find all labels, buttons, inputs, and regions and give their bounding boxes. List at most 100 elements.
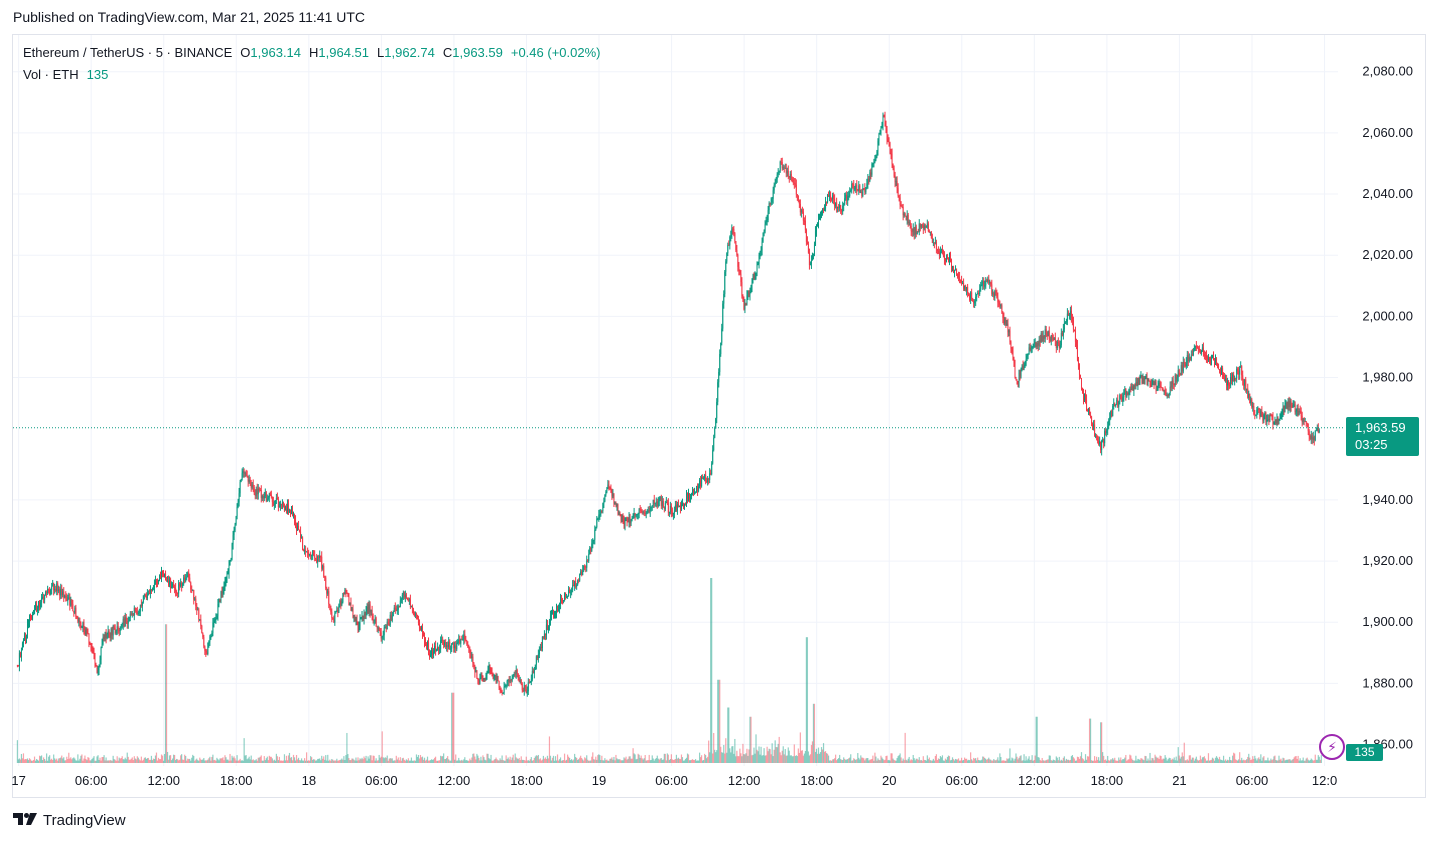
candle-body <box>1195 345 1197 347</box>
candle-body <box>739 270 741 274</box>
volume-bar <box>183 759 185 763</box>
candle-body <box>675 505 677 511</box>
volume-bar <box>765 755 767 763</box>
volume-bar <box>1252 756 1254 763</box>
candle-body <box>1298 411 1300 415</box>
candle-body <box>1260 411 1262 417</box>
volume-bar <box>625 756 627 763</box>
candle-body <box>1297 408 1299 415</box>
volume-bar <box>627 758 629 763</box>
volume-bar <box>1083 760 1086 763</box>
candle-body <box>94 654 96 666</box>
volume-bar <box>101 757 103 763</box>
close-value: 1,963.59 <box>452 45 503 60</box>
volume-bar <box>816 753 819 763</box>
volume-bar <box>71 759 73 763</box>
candle-body <box>43 596 45 600</box>
volume-bar <box>1273 756 1275 763</box>
volume-bar <box>448 759 450 763</box>
volume-bar <box>669 758 671 763</box>
candle-body <box>1281 413 1283 415</box>
volume-bar <box>1121 760 1123 763</box>
volume-bar <box>907 758 909 763</box>
volume-bar <box>1011 757 1013 763</box>
volume-bar <box>417 754 420 763</box>
volume-bar <box>885 756 887 763</box>
volume-bar <box>757 751 759 763</box>
volume-bar <box>377 760 379 763</box>
volume-bar <box>1239 752 1241 763</box>
candle-body <box>751 281 753 290</box>
candle-body <box>1318 430 1320 432</box>
candle-body <box>953 266 955 273</box>
volume-bar <box>392 760 394 763</box>
candle-body <box>762 232 764 242</box>
candle-body <box>1273 423 1275 425</box>
volume-bar <box>165 624 168 763</box>
volume-tag: 135 <box>1346 744 1383 761</box>
volume-bar <box>537 754 539 763</box>
volume-bar <box>1158 759 1160 763</box>
volume-bar <box>861 757 863 763</box>
candle-body <box>589 547 591 555</box>
volume-label[interactable]: Vol · ETH <box>23 67 79 82</box>
candle-body <box>1005 319 1007 326</box>
candle-body <box>71 600 73 604</box>
volume-bar <box>1052 759 1054 763</box>
volume-bar <box>1075 760 1078 763</box>
candle-body <box>997 297 999 303</box>
candle-body <box>731 228 733 236</box>
volume-bar <box>614 760 616 763</box>
volume-bar <box>788 750 790 763</box>
candle-body <box>1241 366 1243 376</box>
candle-body <box>901 205 903 207</box>
candle-body <box>428 642 430 655</box>
candle-body <box>940 248 942 252</box>
candle-body <box>38 601 40 609</box>
candle-body <box>374 618 376 620</box>
volume-bar <box>657 758 659 763</box>
lightning-icon[interactable]: ⚡ <box>1319 734 1345 760</box>
candle-body <box>320 555 322 557</box>
volume-bar <box>935 754 937 763</box>
candle-body <box>825 201 827 209</box>
candle-body <box>601 510 603 512</box>
candle-body <box>1183 361 1185 364</box>
candle-body <box>509 680 511 682</box>
volume-bar <box>988 757 990 763</box>
candle-body <box>720 342 722 355</box>
candle-body <box>437 647 439 650</box>
volume-bar <box>662 759 664 763</box>
volume-bar <box>122 759 124 763</box>
volume-bar <box>365 755 367 763</box>
candle-body <box>617 505 619 515</box>
volume-bar <box>38 755 41 763</box>
candle-body <box>1302 418 1304 423</box>
volume-bar <box>406 760 408 763</box>
volume-bar <box>1054 760 1056 763</box>
candle-body <box>436 649 438 651</box>
volume-bar <box>904 732 906 763</box>
candle-body <box>355 619 357 621</box>
volume-bar <box>383 758 385 763</box>
volume-bar <box>136 756 138 763</box>
candle-body <box>1140 375 1142 377</box>
candle-body <box>975 296 977 302</box>
candle-body <box>1271 415 1273 417</box>
symbol-label[interactable]: Ethereum / TetherUS · 5 · BINANCE <box>23 45 233 60</box>
volume-bar <box>1305 758 1307 763</box>
candle-body <box>1004 319 1006 324</box>
candle-body <box>858 185 860 191</box>
candle-body <box>763 231 765 233</box>
candle-body <box>1132 386 1134 391</box>
volume-bar <box>1055 756 1057 763</box>
candle-body <box>928 231 930 233</box>
volume-bar <box>1078 758 1081 763</box>
volume-bar <box>62 758 64 763</box>
candle-body <box>356 619 358 625</box>
volume-bar <box>1249 757 1251 763</box>
candle-body <box>809 264 811 266</box>
volume-bar <box>37 760 40 763</box>
footer-branding[interactable]: TradingView <box>13 812 126 829</box>
